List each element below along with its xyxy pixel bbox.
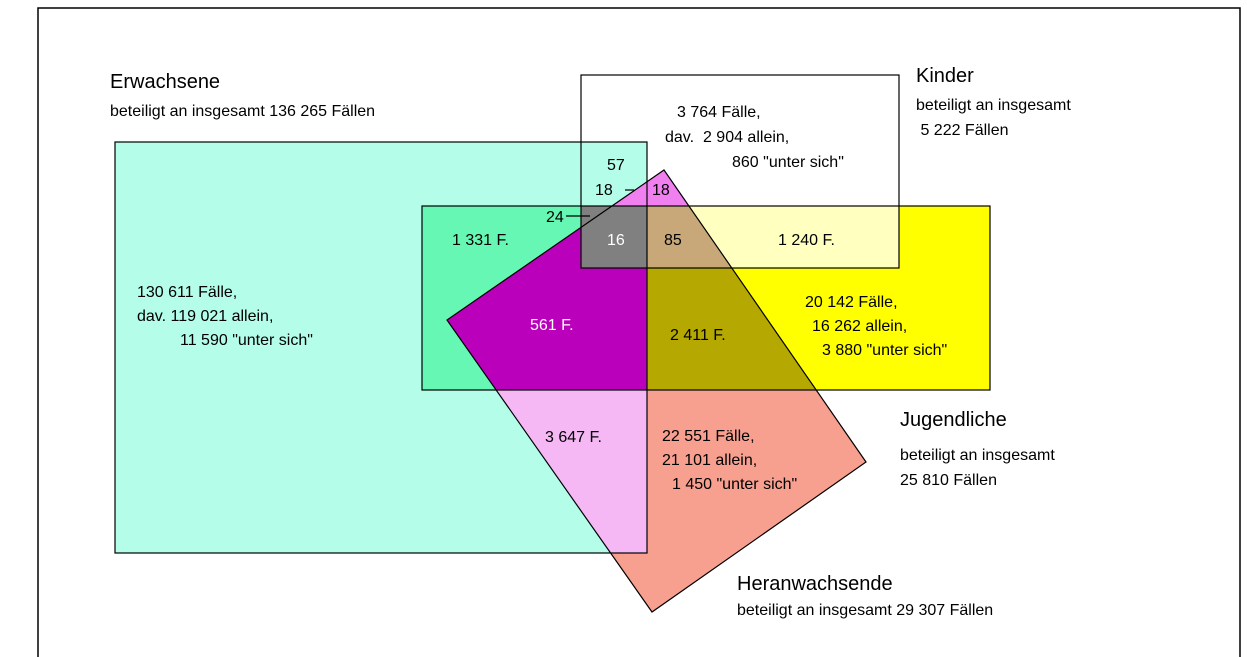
group-note: 25 810 Fällen <box>900 472 997 489</box>
group-note: beteiligt an insgesamt 136 265 Fällen <box>110 103 375 120</box>
region-label: 16 262 allein, <box>812 318 907 335</box>
region-label: 18 <box>652 182 670 199</box>
region-label: 561 F. <box>530 317 574 334</box>
outlines <box>114 74 991 613</box>
region-label: 18 <box>595 182 613 199</box>
region-label: 1 450 "unter sich" <box>672 476 797 493</box>
region-label: 22 551 Fälle, <box>662 428 755 445</box>
region-label: 1 240 F. <box>778 232 835 249</box>
region-label: 85 <box>664 232 682 249</box>
region-label: 24 <box>546 209 564 226</box>
region-label: 860 "unter sich" <box>732 154 844 171</box>
group-note: beteiligt an insgesamt <box>900 447 1055 464</box>
region-label: 20 142 Fälle, <box>805 294 898 311</box>
region-label: dav. 119 021 allein, <box>137 308 273 325</box>
labels: Erwachsene beteiligt an insgesamt 136 26… <box>110 65 1071 619</box>
group-title: Erwachsene <box>110 71 220 93</box>
group-title: Kinder <box>916 65 974 87</box>
group-note: 5 222 Fällen <box>916 122 1009 139</box>
region-label: 11 590 "unter sich" <box>180 332 313 349</box>
region-label: 57 <box>607 157 625 174</box>
region-label: 3 647 F. <box>545 429 602 446</box>
region-label: dav. 2 904 allein, <box>665 129 789 146</box>
region-label: 21 101 allein, <box>662 452 757 469</box>
group-note: beteiligt an insgesamt 29 307 Fällen <box>737 602 993 619</box>
frame <box>37 7 1241 657</box>
group-note: beteiligt an insgesamt <box>916 97 1071 114</box>
region-label: 1 331 F. <box>452 232 509 249</box>
region-label: 130 611 Fälle, <box>137 284 237 301</box>
region-label: 2 411 F. <box>670 327 726 344</box>
group-title: Jugendliche <box>900 409 1007 431</box>
group-title: Heranwachsende <box>737 573 893 595</box>
region-label: 16 <box>607 232 625 249</box>
region-label: 3 880 "unter sich" <box>822 342 947 359</box>
region-label: 3 764 Fälle, <box>677 104 761 121</box>
